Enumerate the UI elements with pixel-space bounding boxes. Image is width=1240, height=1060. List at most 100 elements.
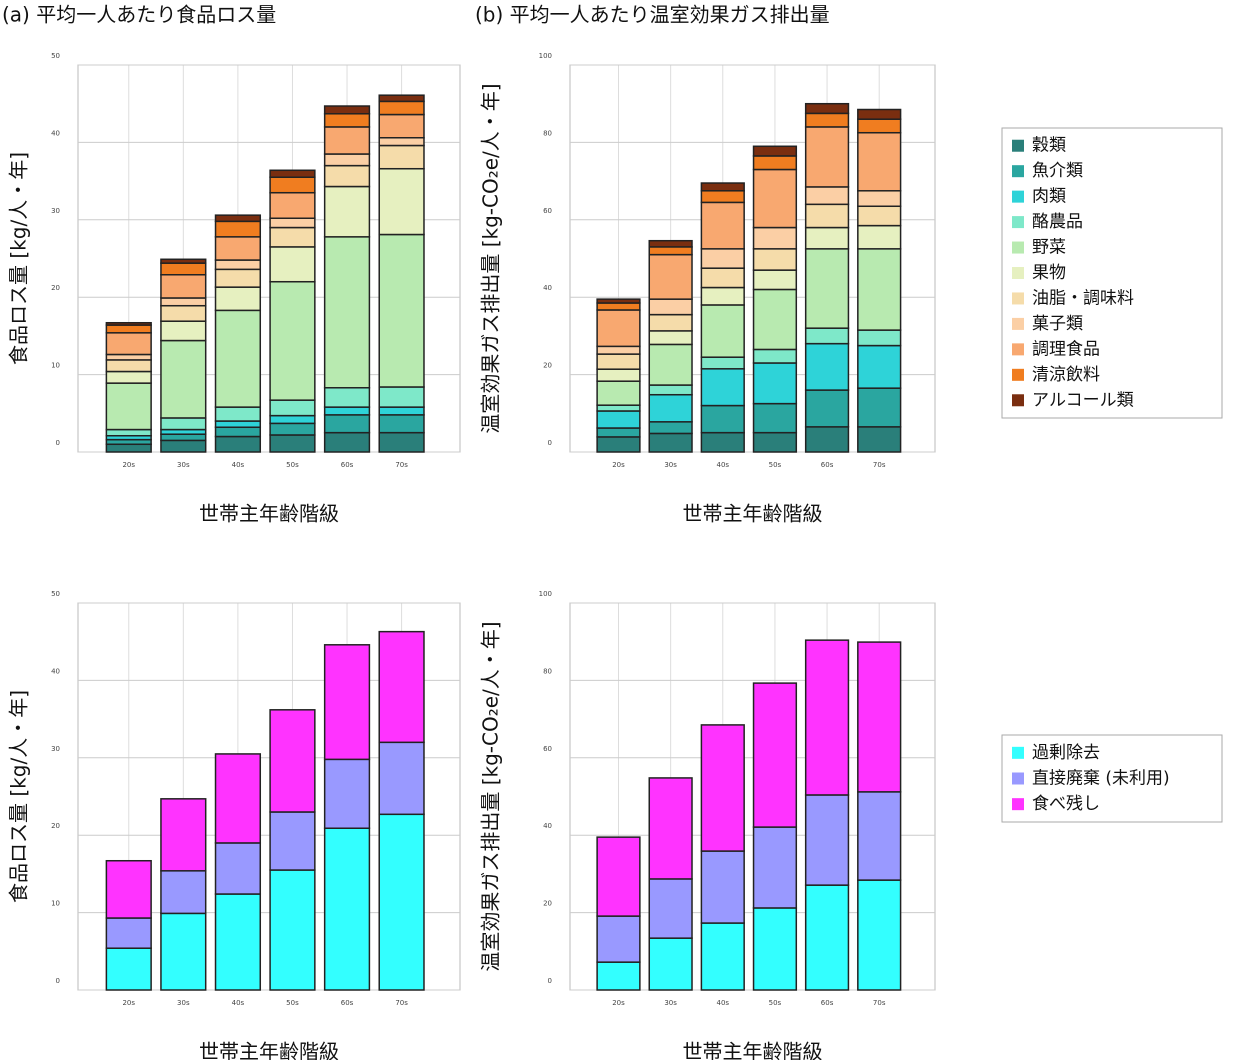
x-axis-label: 世帯主年齢階級: [199, 502, 339, 526]
x-tick-label: 30s: [177, 461, 190, 469]
bar-segment: [269, 280, 316, 401]
y-tick-label: 50: [51, 590, 60, 598]
bar-segment: [596, 368, 641, 382]
bar-segment: [596, 345, 641, 355]
legend-swatch: [1012, 216, 1024, 229]
bar-segment: [323, 153, 371, 167]
y-tick-label: 60: [543, 207, 552, 215]
legend-swatch: [1012, 292, 1024, 305]
bar-segment: [105, 370, 152, 384]
legend-label: 過剰除去: [1032, 743, 1100, 763]
y-tick-label: 40: [543, 284, 552, 292]
x-tick-label: 70s: [873, 461, 886, 469]
bar-segment: [214, 259, 262, 271]
bar-segment: [804, 342, 850, 391]
y-tick-label: 60: [543, 745, 552, 753]
bar-segment: [648, 253, 693, 300]
bar-segment: [596, 309, 641, 348]
x-tick-label: 30s: [177, 999, 190, 1007]
legend-label: 酪農品: [1032, 212, 1083, 232]
bar-segment: [214, 268, 262, 288]
bar-segment: [804, 203, 850, 229]
chart-title: (a) 平均一人あたり食品ロス量: [2, 3, 276, 27]
legend-box: [1001, 127, 1223, 419]
bar-segment: [269, 226, 316, 248]
bar-segment: [700, 850, 745, 924]
bar-segment: [648, 313, 693, 332]
legend-label: アルコール類: [1032, 390, 1134, 410]
legend-label: 油脂・調味料: [1032, 288, 1134, 308]
bar-segment: [105, 353, 152, 361]
bar-segment: [857, 224, 902, 250]
y-tick-label: 100: [539, 52, 552, 60]
bar-segment: [323, 758, 371, 829]
bar-segment: [323, 164, 371, 188]
bar-segment: [378, 94, 425, 103]
y-axis-label: 食品ロス量 [kg/人・年]: [7, 690, 31, 903]
bar-segment: [596, 436, 641, 453]
bar-segment: [160, 798, 207, 872]
y-tick-label: 50: [51, 52, 60, 60]
y-tick-label: 40: [51, 667, 60, 675]
chart: 0 20 40 60 80 100 20s 30s 40s 50s 60s 70s 世帯主年齢階級 温室効…: [479, 590, 1223, 1060]
y-tick-label: 20: [51, 284, 60, 292]
bar-segment: [214, 286, 262, 312]
bar-segment: [700, 356, 745, 370]
bar-segment: [804, 426, 850, 453]
bar-segment: [160, 439, 207, 453]
bar-segment: [269, 422, 316, 436]
bar-segment: [804, 327, 850, 345]
bar-segment: [214, 426, 262, 438]
y-tick-label: 20: [51, 822, 60, 830]
bar-segment: [752, 288, 798, 351]
legend-swatch: [1012, 394, 1024, 407]
bar-segment: [752, 362, 798, 405]
bar-segment: [105, 359, 152, 373]
x-tick-label: 20s: [612, 461, 625, 469]
bar-segment: [596, 915, 641, 963]
bar-segment: [596, 427, 641, 438]
bar-segment: [700, 404, 745, 434]
bar-segment: [269, 169, 316, 178]
bar-segment: [804, 389, 850, 428]
bar-segment: [269, 811, 316, 871]
bar-segment: [648, 298, 693, 316]
bar-segment: [804, 639, 850, 796]
bar-segment: [214, 220, 262, 238]
bar-segment: [323, 387, 371, 408]
bar-segment: [752, 168, 798, 229]
bar-segment: [752, 907, 798, 991]
legend-label: 魚介類: [1032, 161, 1083, 181]
bar-segment: [378, 414, 425, 434]
bar-segment: [752, 682, 798, 828]
bar-segment: [269, 246, 316, 283]
bar-segment: [105, 382, 152, 431]
bar-segment: [323, 105, 371, 115]
bar-segment: [160, 339, 207, 419]
y-axis-label: 温室効果ガス排出量 [kg-CO₂e/人・年]: [479, 621, 503, 971]
legend-swatch: [1012, 190, 1024, 203]
bar-segment: [700, 368, 745, 407]
legend-swatch: [1012, 368, 1024, 381]
x-tick-label: 50s: [286, 461, 299, 469]
bar-segment: [160, 912, 207, 991]
x-tick-label: 30s: [664, 999, 677, 1007]
bar-segment: [596, 298, 641, 304]
bar-segment: [700, 182, 745, 192]
bar-segment: [214, 309, 262, 408]
bar-segment: [857, 791, 902, 881]
bar-segment: [596, 380, 641, 406]
bar-segment: [857, 426, 902, 453]
bar-segment: [160, 870, 207, 915]
bar-segment: [857, 108, 902, 120]
bar-segment: [323, 406, 371, 416]
x-tick-label: 40s: [716, 461, 729, 469]
bar-segment: [214, 236, 262, 261]
bar-segment: [105, 947, 152, 991]
bar-segment: [857, 190, 902, 208]
y-tick-label: 0: [548, 977, 552, 985]
bar-segment: [804, 126, 850, 188]
bar-segment: [804, 794, 850, 886]
x-tick-label: 70s: [395, 461, 408, 469]
bar-segment: [214, 435, 262, 453]
